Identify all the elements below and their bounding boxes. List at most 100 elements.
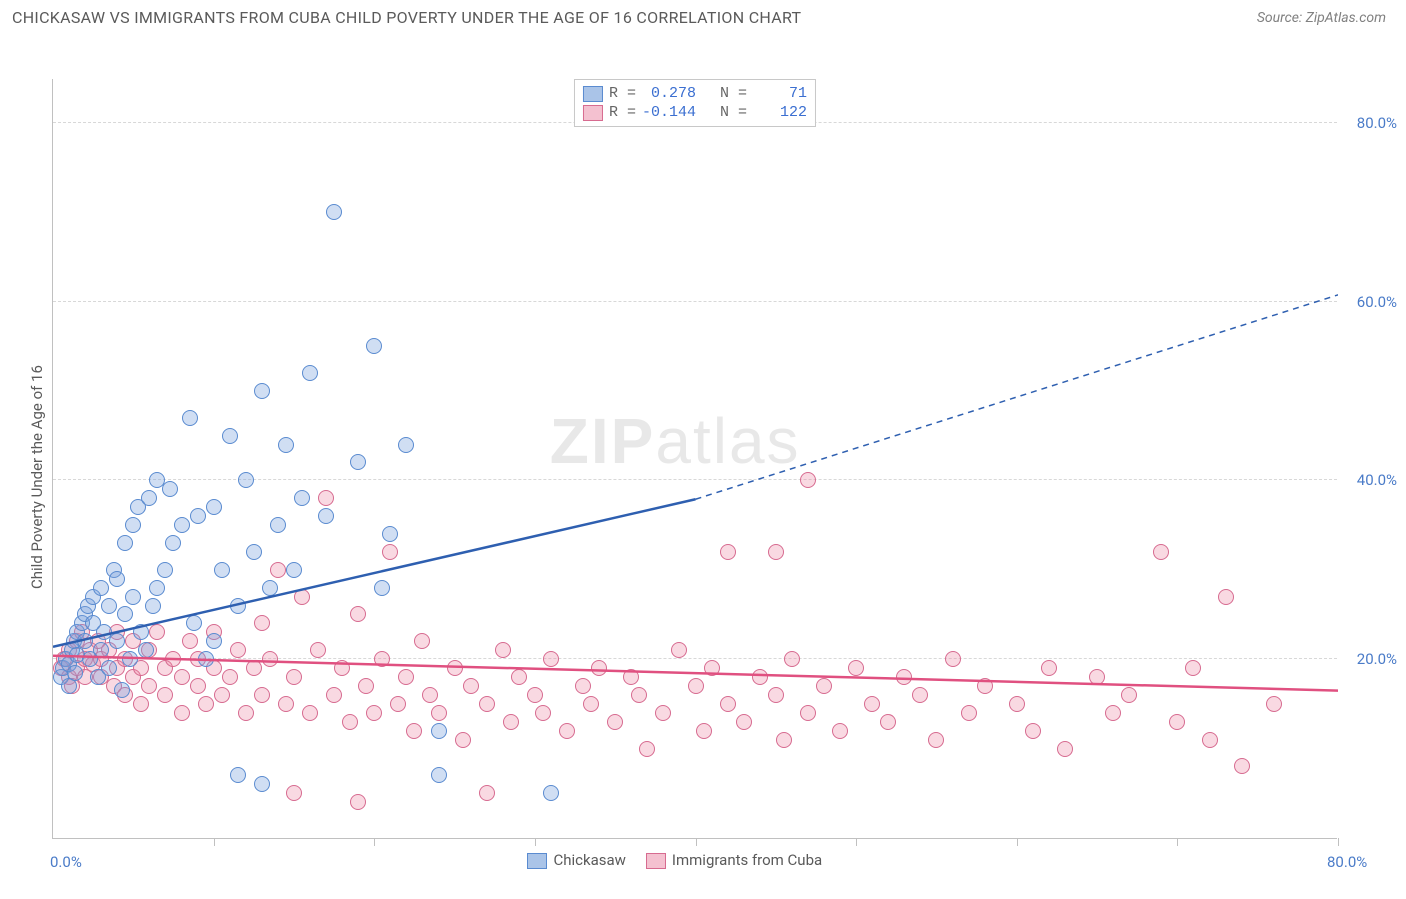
scatter-point-b bbox=[503, 714, 519, 730]
scatter-point-b bbox=[270, 562, 286, 578]
scatter-point-a bbox=[270, 517, 286, 533]
scatter-point-a bbox=[145, 598, 161, 614]
scatter-point-b bbox=[294, 589, 310, 605]
scatter-point-a bbox=[294, 490, 310, 506]
scatter-point-b bbox=[1057, 741, 1073, 757]
scatter-point-b bbox=[350, 794, 366, 810]
scatter-point-b bbox=[1185, 660, 1201, 676]
scatter-point-a bbox=[230, 598, 246, 614]
scatter-point-b bbox=[198, 696, 214, 712]
scatter-point-a bbox=[149, 580, 165, 596]
scatter-point-a bbox=[190, 508, 206, 524]
x-tick bbox=[1177, 838, 1178, 846]
scatter-point-a bbox=[157, 562, 173, 578]
scatter-point-b bbox=[422, 687, 438, 703]
x-max-label: 80.0% bbox=[1327, 853, 1367, 871]
swatch-icon bbox=[583, 105, 603, 121]
scatter-point-b bbox=[390, 696, 406, 712]
scatter-point-a bbox=[101, 598, 117, 614]
scatter-point-b bbox=[286, 785, 302, 801]
scatter-point-b bbox=[246, 660, 262, 676]
scatter-point-b bbox=[141, 678, 157, 694]
scatter-point-a bbox=[165, 535, 181, 551]
scatter-point-b bbox=[342, 714, 358, 730]
scatter-point-b bbox=[149, 624, 165, 640]
legend-item-a: Chickasaw bbox=[527, 851, 625, 869]
scatter-point-b bbox=[165, 651, 181, 667]
scatter-point-b bbox=[720, 544, 736, 560]
scatter-point-a bbox=[398, 437, 414, 453]
scatter-point-b bbox=[527, 687, 543, 703]
scatter-point-b bbox=[463, 678, 479, 694]
gridline bbox=[53, 301, 1337, 302]
scatter-point-b bbox=[559, 723, 575, 739]
x-tick bbox=[214, 838, 215, 846]
scatter-point-a bbox=[230, 767, 246, 783]
stat-label: N = bbox=[702, 104, 747, 121]
scatter-point-b bbox=[535, 705, 551, 721]
chart-source: Source: ZipAtlas.com bbox=[1257, 10, 1386, 26]
scatter-point-b bbox=[414, 633, 430, 649]
scatter-point-b bbox=[1153, 544, 1169, 560]
scatter-point-a bbox=[262, 580, 278, 596]
correlation-chart: 20.0%40.0%60.0%80.0%ZIPatlasR =0.278 N =… bbox=[0, 35, 1406, 899]
chart-header: CHICKASAW VS IMMIGRANTS FROM CUBA CHILD … bbox=[0, 0, 1406, 35]
scatter-point-b bbox=[768, 544, 784, 560]
scatter-point-b bbox=[1234, 758, 1250, 774]
scatter-point-a bbox=[366, 338, 382, 354]
scatter-point-b bbox=[278, 696, 294, 712]
scatter-point-a bbox=[246, 544, 262, 560]
scatter-point-a bbox=[182, 410, 198, 426]
scatter-point-b bbox=[157, 687, 173, 703]
scatter-point-a bbox=[374, 580, 390, 596]
scatter-point-b bbox=[583, 696, 599, 712]
legend-item-b: Immigrants from Cuba bbox=[646, 851, 822, 869]
scatter-point-b bbox=[848, 660, 864, 676]
scatter-point-b bbox=[254, 615, 270, 631]
watermark: ZIPatlas bbox=[550, 404, 801, 478]
bottom-legend: Chickasaw Immigrants from Cuba bbox=[527, 851, 822, 869]
scatter-point-b bbox=[591, 660, 607, 676]
scatter-point-b bbox=[543, 651, 559, 667]
scatter-point-a bbox=[214, 562, 230, 578]
scatter-point-a bbox=[77, 633, 93, 649]
scatter-point-b bbox=[607, 714, 623, 730]
scatter-point-b bbox=[222, 669, 238, 685]
scatter-point-b bbox=[455, 732, 471, 748]
stat-n-value: 122 bbox=[753, 104, 807, 121]
scatter-point-a bbox=[278, 437, 294, 453]
scatter-point-a bbox=[93, 642, 109, 658]
scatter-point-a bbox=[254, 383, 270, 399]
stat-label: R = bbox=[609, 104, 636, 121]
scatter-point-a bbox=[109, 633, 125, 649]
scatter-point-b bbox=[896, 669, 912, 685]
scatter-point-b bbox=[511, 669, 527, 685]
scatter-point-b bbox=[704, 660, 720, 676]
stats-legend-box: R =0.278 N =71R =-0.144 N =122 bbox=[574, 79, 816, 127]
swatch-icon bbox=[527, 853, 547, 869]
scatter-point-b bbox=[752, 669, 768, 685]
scatter-point-a bbox=[125, 517, 141, 533]
scatter-point-a bbox=[206, 499, 222, 515]
scatter-point-b bbox=[374, 651, 390, 667]
scatter-point-b bbox=[358, 678, 374, 694]
scatter-point-b bbox=[912, 687, 928, 703]
scatter-point-a bbox=[93, 580, 109, 596]
scatter-point-b bbox=[318, 490, 334, 506]
scatter-point-b bbox=[623, 669, 639, 685]
y-tick-label: 60.0% bbox=[1357, 293, 1397, 311]
scatter-point-a bbox=[302, 365, 318, 381]
scatter-point-b bbox=[784, 651, 800, 667]
x-tick bbox=[856, 838, 857, 846]
scatter-point-b bbox=[696, 723, 712, 739]
plot-area: 20.0%40.0%60.0%80.0%ZIPatlasR =0.278 N =… bbox=[52, 79, 1337, 839]
scatter-point-b bbox=[495, 642, 511, 658]
scatter-point-b bbox=[671, 642, 687, 658]
x-origin-label: 0.0% bbox=[50, 853, 82, 871]
scatter-point-b bbox=[262, 651, 278, 667]
scatter-point-b bbox=[286, 669, 302, 685]
scatter-point-a bbox=[543, 785, 559, 801]
scatter-point-a bbox=[125, 589, 141, 605]
stat-label: N = bbox=[702, 85, 747, 102]
scatter-point-b bbox=[880, 714, 896, 730]
